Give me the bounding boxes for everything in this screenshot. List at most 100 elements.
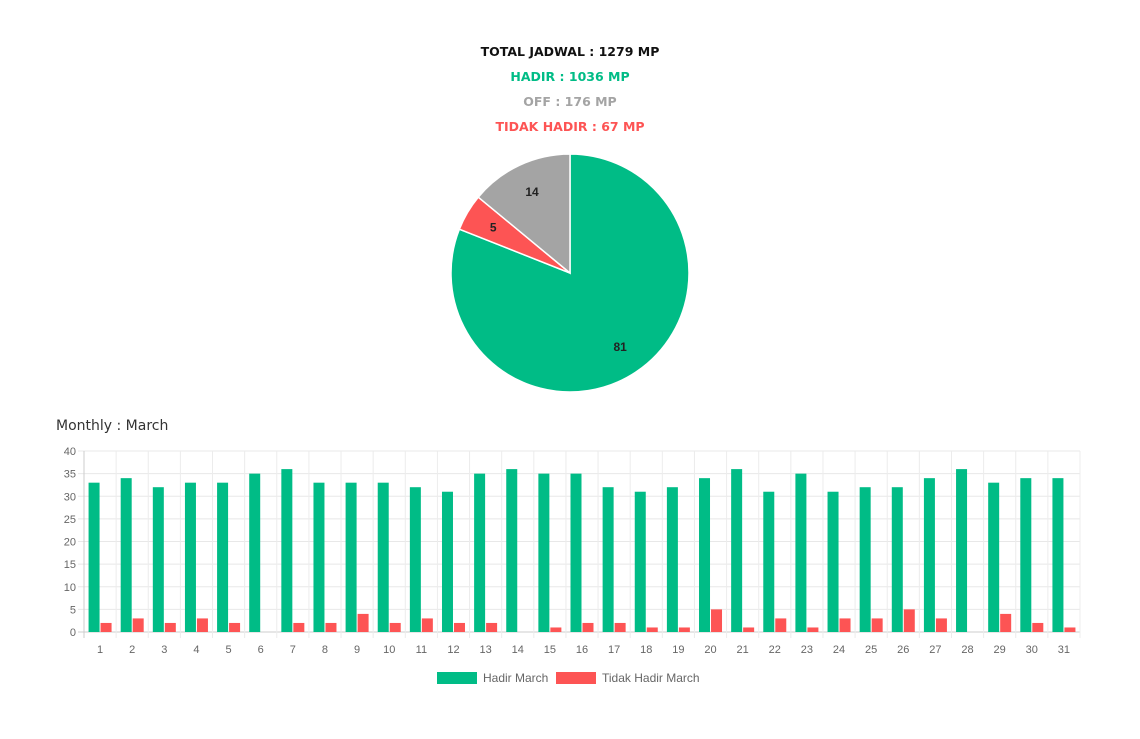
bar-tidak-hadir[interactable] bbox=[711, 609, 723, 632]
x-tick-label: 26 bbox=[897, 644, 909, 656]
bar-tidak-hadir[interactable] bbox=[550, 627, 562, 632]
bar-hadir[interactable] bbox=[602, 487, 614, 632]
bar-tidak-hadir[interactable] bbox=[775, 618, 787, 632]
x-tick-label: 1 bbox=[97, 644, 103, 656]
bar-hadir[interactable] bbox=[88, 482, 100, 632]
bar-hadir[interactable] bbox=[891, 487, 903, 632]
bar-hadir[interactable] bbox=[988, 482, 1000, 632]
bar-hadir[interactable] bbox=[859, 487, 871, 632]
x-tick-label: 8 bbox=[322, 644, 328, 656]
bar-tidak-hadir[interactable] bbox=[100, 622, 112, 632]
bar-tidak-hadir[interactable] bbox=[389, 622, 401, 632]
bar-tidak-hadir[interactable] bbox=[614, 622, 626, 632]
bar-tidak-hadir[interactable] bbox=[871, 618, 883, 632]
x-tick-label: 5 bbox=[226, 644, 232, 656]
monthly-title: Monthly : March bbox=[56, 418, 169, 434]
bar-hadir[interactable] bbox=[1052, 478, 1064, 632]
bar-hadir[interactable] bbox=[506, 469, 518, 632]
y-tick-label: 25 bbox=[64, 514, 76, 526]
bar-tidak-hadir[interactable] bbox=[486, 622, 498, 632]
bar-hadir[interactable] bbox=[120, 478, 132, 632]
legend-label[interactable]: Tidak Hadir March bbox=[602, 671, 700, 685]
pie-chart: 81 5 14 bbox=[450, 153, 690, 393]
x-tick-label: 31 bbox=[1058, 644, 1070, 656]
bar-hadir[interactable] bbox=[699, 478, 711, 632]
bar-tidak-hadir[interactable] bbox=[132, 618, 144, 632]
summary-hadir: HADIR : 1036 MP bbox=[510, 69, 630, 84]
bar-hadir[interactable] bbox=[827, 491, 839, 632]
bar-tidak-hadir[interactable] bbox=[1032, 622, 1044, 632]
y-tick-label: 30 bbox=[64, 491, 76, 503]
bar-tidak-hadir[interactable] bbox=[903, 609, 915, 632]
bar-hadir[interactable] bbox=[570, 473, 582, 632]
bar-tidak-hadir[interactable] bbox=[678, 627, 690, 632]
x-tick-label: 2 bbox=[129, 644, 135, 656]
x-tick-label: 16 bbox=[576, 644, 588, 656]
pie-slice[interactable] bbox=[450, 153, 690, 393]
bar-hadir[interactable] bbox=[1020, 478, 1032, 632]
bar-tidak-hadir[interactable] bbox=[357, 613, 369, 632]
x-tick-label: 24 bbox=[833, 644, 845, 656]
pie-slice[interactable] bbox=[477, 153, 571, 275]
bar-tidak-hadir[interactable] bbox=[646, 627, 658, 632]
x-tick-label: 9 bbox=[354, 644, 360, 656]
bar-hadir[interactable] bbox=[217, 482, 229, 632]
legend-swatch[interactable] bbox=[556, 672, 596, 684]
bar-hadir[interactable] bbox=[249, 473, 261, 632]
x-tick-label: 11 bbox=[416, 644, 427, 656]
bar-tidak-hadir[interactable] bbox=[582, 622, 594, 632]
bar-hadir[interactable] bbox=[666, 487, 678, 632]
x-tick-label: 28 bbox=[961, 644, 973, 656]
x-tick-label: 3 bbox=[161, 644, 167, 656]
y-tick-label: 5 bbox=[70, 604, 76, 616]
bar-tidak-hadir[interactable] bbox=[807, 627, 819, 632]
bar-hadir[interactable] bbox=[409, 487, 421, 632]
bar-tidak-hadir[interactable] bbox=[293, 622, 305, 632]
x-tick-label: 22 bbox=[769, 644, 781, 656]
x-tick-label: 21 bbox=[737, 644, 749, 656]
bar-hadir[interactable] bbox=[923, 478, 935, 632]
bar-hadir[interactable] bbox=[441, 491, 453, 632]
bar-tidak-hadir[interactable] bbox=[1064, 627, 1076, 632]
x-tick-label: 4 bbox=[193, 644, 199, 656]
bar-tidak-hadir[interactable] bbox=[453, 622, 465, 632]
bar-tidak-hadir[interactable] bbox=[839, 618, 851, 632]
bar-hadir[interactable] bbox=[474, 473, 486, 632]
x-tick-label: 29 bbox=[994, 644, 1006, 656]
bar-hadir[interactable] bbox=[345, 482, 357, 632]
bar-hadir[interactable] bbox=[634, 491, 646, 632]
bar-tidak-hadir[interactable] bbox=[164, 622, 176, 632]
bar-hadir[interactable] bbox=[152, 487, 164, 632]
x-tick-label: 18 bbox=[640, 644, 652, 656]
x-tick-label: 15 bbox=[544, 644, 556, 656]
x-tick-label: 20 bbox=[704, 644, 716, 656]
bar-hadir[interactable] bbox=[538, 473, 550, 632]
x-tick-label: 12 bbox=[447, 644, 459, 656]
x-tick-label: 14 bbox=[512, 644, 524, 656]
pie-slice-label: 5 bbox=[490, 221, 497, 235]
bar-hadir[interactable] bbox=[956, 469, 968, 632]
x-tick-label: 27 bbox=[929, 644, 941, 656]
bar-hadir[interactable] bbox=[731, 469, 743, 632]
bar-tidak-hadir[interactable] bbox=[935, 618, 947, 632]
bar-tidak-hadir[interactable] bbox=[421, 618, 433, 632]
bar-hadir[interactable] bbox=[795, 473, 807, 632]
legend-swatch[interactable] bbox=[437, 672, 477, 684]
bar-tidak-hadir[interactable] bbox=[325, 622, 337, 632]
bar-hadir[interactable] bbox=[184, 482, 196, 632]
bar-tidak-hadir[interactable] bbox=[743, 627, 755, 632]
summary-total: TOTAL JADWAL : 1279 MP bbox=[480, 44, 660, 59]
x-tick-label: 30 bbox=[1026, 644, 1038, 656]
bar-hadir[interactable] bbox=[377, 482, 389, 632]
bar-hadir[interactable] bbox=[313, 482, 325, 632]
legend-label[interactable]: Hadir March bbox=[483, 671, 548, 685]
bar-hadir[interactable] bbox=[763, 491, 775, 632]
y-tick-label: 35 bbox=[64, 469, 76, 481]
y-tick-label: 15 bbox=[64, 559, 76, 571]
bar-hadir[interactable] bbox=[281, 469, 293, 632]
y-tick-label: 20 bbox=[64, 537, 76, 549]
bar-tidak-hadir[interactable] bbox=[229, 622, 241, 632]
x-tick-label: 10 bbox=[383, 644, 395, 656]
bar-tidak-hadir[interactable] bbox=[1000, 613, 1012, 632]
bar-tidak-hadir[interactable] bbox=[196, 618, 208, 632]
